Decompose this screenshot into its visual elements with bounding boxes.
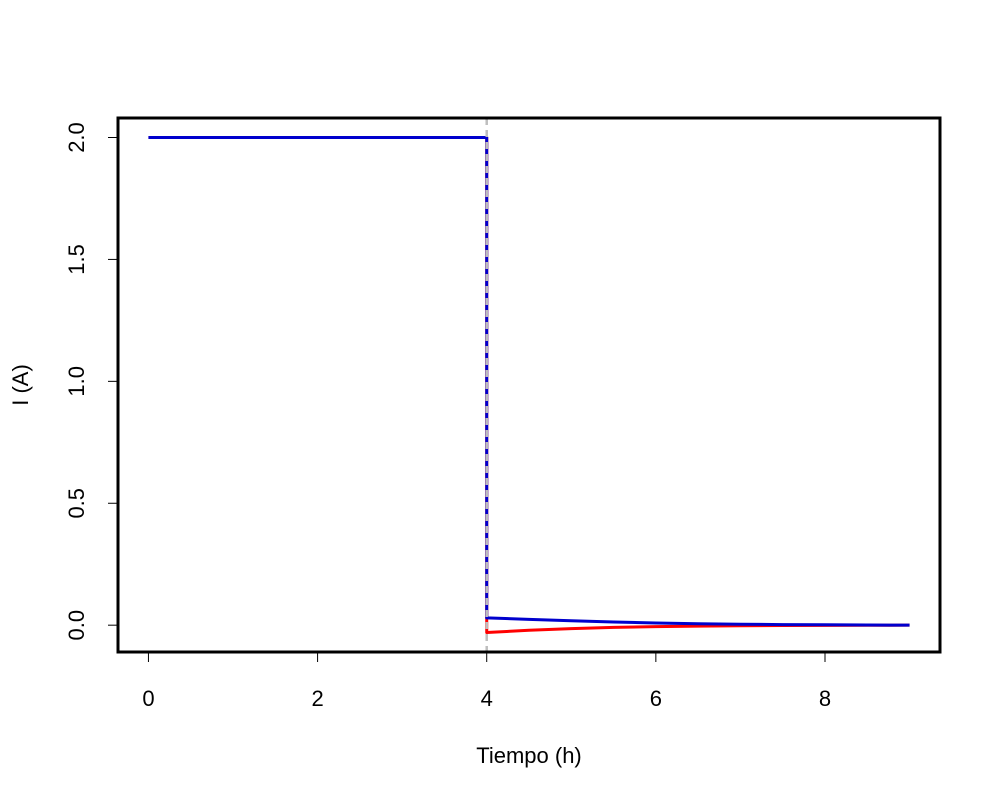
y-tick-label: 1.5 [64,244,89,275]
series-line-1 [148,136,910,634]
y-tick-label: 2.0 [64,122,89,153]
y-axis-title: I (A) [8,364,33,406]
x-tick-label: 8 [819,686,831,711]
x-tick-label: 2 [311,686,323,711]
x-tick-label: 6 [650,686,662,711]
x-axis-title: Tiempo (h) [476,743,582,768]
y-tick-label: 0.5 [64,488,89,519]
x-axis: 0 2 4 6 8 [142,651,831,711]
y-tick-label: 0.0 [64,610,89,641]
y-axis: 0.0 0.5 1.0 1.5 2.0 [64,122,119,641]
y-tick-label: 1.0 [64,366,89,397]
x-tick-label: 4 [481,686,493,711]
x-tick-label: 0 [142,686,154,711]
series-lines [148,136,910,634]
plot-frame [116,116,942,654]
series-line-2 [148,136,910,627]
